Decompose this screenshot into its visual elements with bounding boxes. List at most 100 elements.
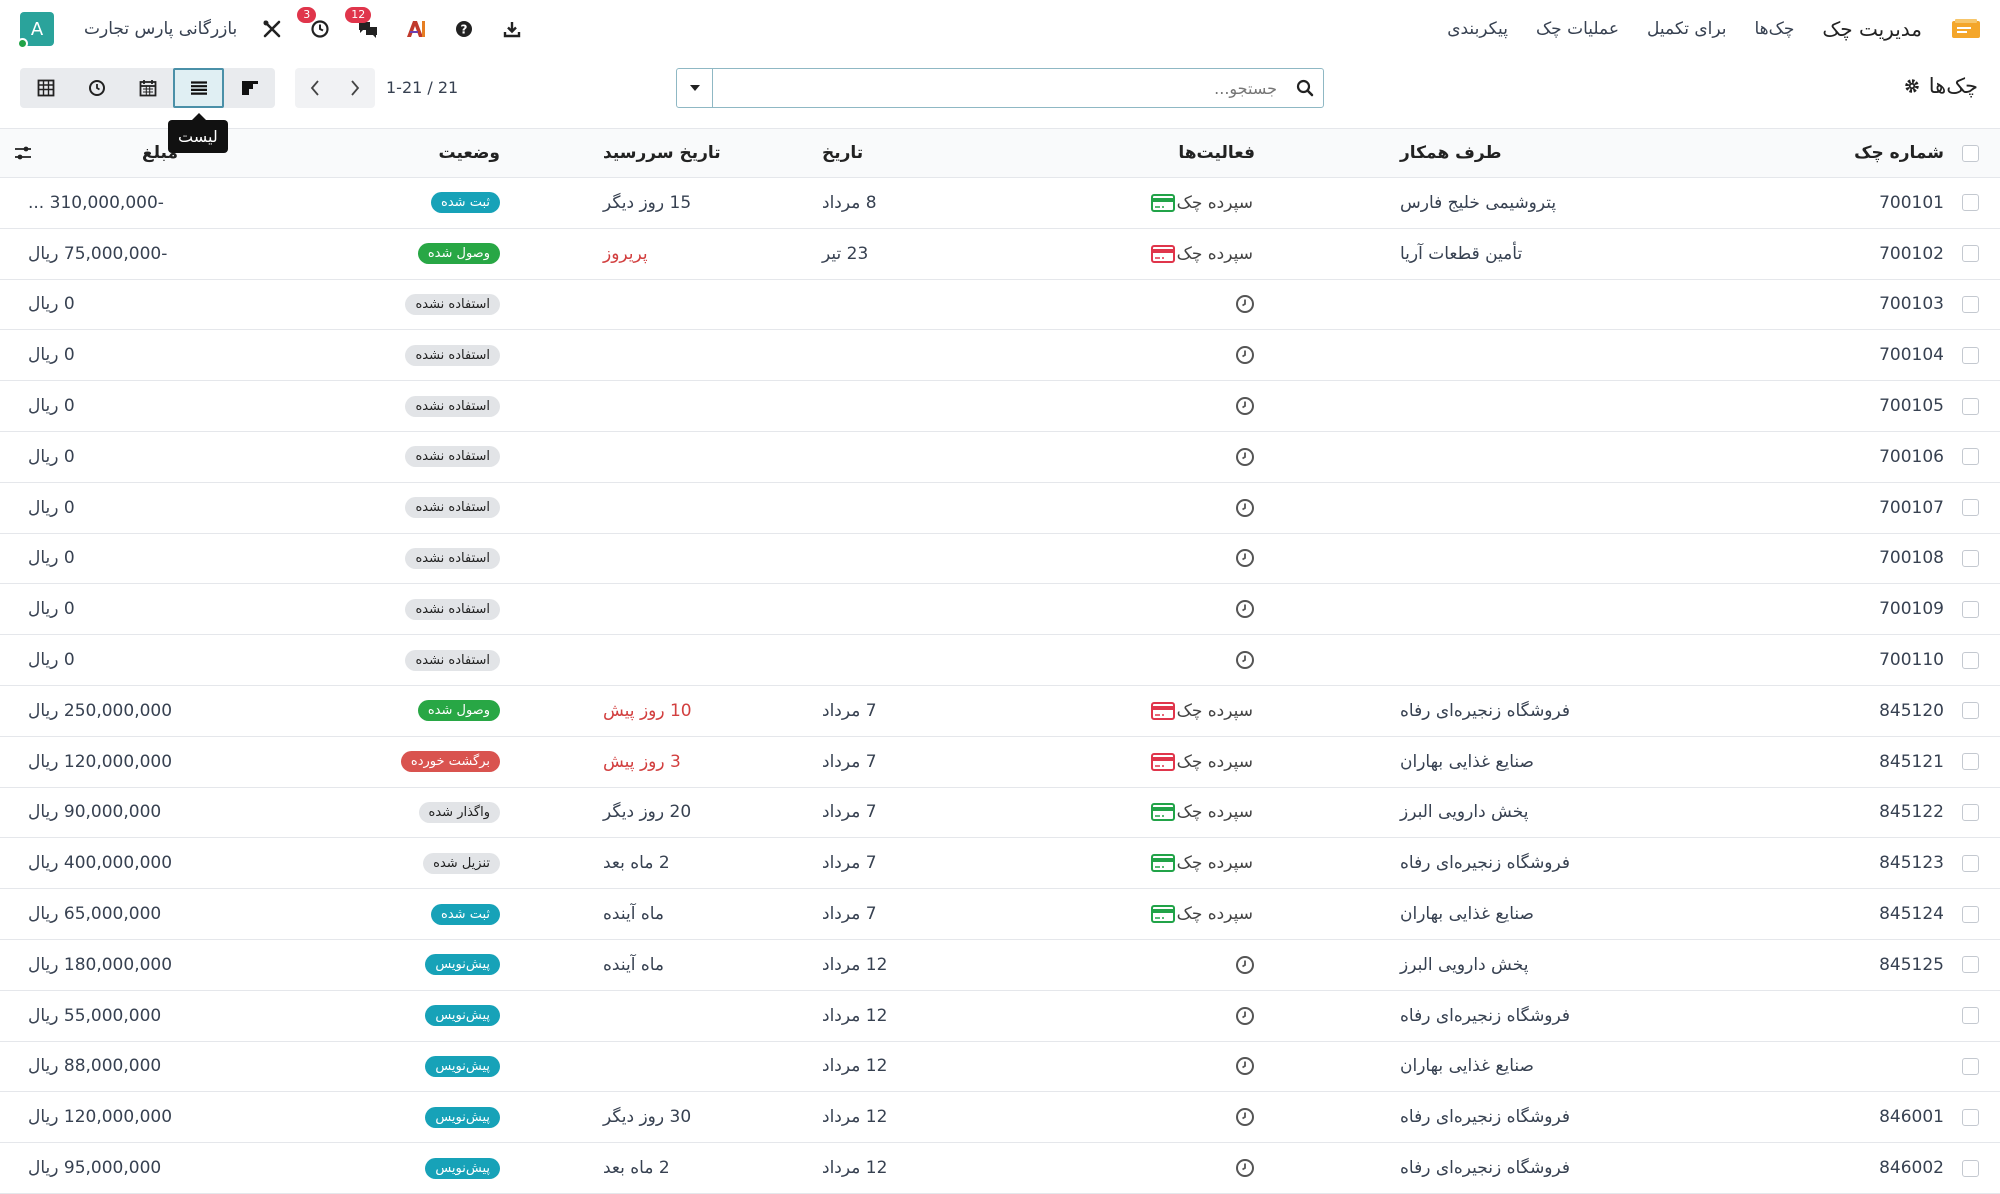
table-row[interactable]: 845124 صنایع غذایی بهاران سپرده چک 7 مرد… xyxy=(0,889,2000,940)
table-row[interactable]: فروشگاه زنجیره‌ای رفاه 12 مرداد پیش‌نویس… xyxy=(0,990,2000,1042)
row-checkbox[interactable] xyxy=(1960,1042,1980,1092)
download-icon[interactable] xyxy=(499,16,525,42)
col-status[interactable]: وضعیت xyxy=(438,143,500,163)
amount: 55,000,000 ریال xyxy=(28,1005,162,1026)
activity-cell[interactable] xyxy=(915,534,1255,584)
activity-cell[interactable]: سپرده چک xyxy=(915,838,1255,888)
table-row[interactable]: 700104 استفاده نشده 0 ریال xyxy=(0,330,2000,382)
table-row[interactable]: 846002 فروشگاه زنجیره‌ای رفاه 12 مرداد 2… xyxy=(0,1143,2000,1194)
activity-cell[interactable] xyxy=(915,381,1255,431)
row-checkbox[interactable] xyxy=(1960,940,1980,990)
pager-previous-button[interactable] xyxy=(295,68,335,108)
check-number xyxy=(1814,1042,1944,1092)
pager-next-button[interactable] xyxy=(335,68,375,108)
table-row[interactable]: 845120 فروشگاه زنجیره‌ای رفاه سپرده چک 7… xyxy=(0,685,2000,737)
debug-tools-icon[interactable] xyxy=(259,16,285,42)
menu-configuration[interactable]: پیکربندی xyxy=(1447,19,1508,39)
table-row[interactable]: 700110 استفاده نشده 0 ریال xyxy=(0,635,2000,686)
activity-cell[interactable] xyxy=(915,432,1255,482)
activity-cell[interactable]: سپرده چک xyxy=(915,229,1255,279)
app-title[interactable]: مدیریت چک xyxy=(1822,17,1922,41)
activity-cell[interactable] xyxy=(915,483,1255,533)
activity-view-button[interactable] xyxy=(71,68,122,108)
row-checkbox[interactable] xyxy=(1960,280,1980,330)
row-checkbox[interactable] xyxy=(1960,178,1980,228)
col-activities[interactable]: فعالیت‌ها xyxy=(1178,143,1255,163)
amount: 120,000,000 ریال xyxy=(28,1107,173,1128)
list-view-button[interactable] xyxy=(173,68,224,108)
row-checkbox[interactable] xyxy=(1960,483,1980,533)
activity-cell[interactable] xyxy=(915,1042,1255,1092)
row-checkbox[interactable] xyxy=(1960,432,1980,482)
status-badge: استفاده نشده xyxy=(405,446,500,468)
activity-cell[interactable] xyxy=(915,635,1255,685)
kanban-view-button[interactable] xyxy=(224,68,275,108)
col-date[interactable]: تاریخ xyxy=(822,143,864,163)
table-row[interactable]: 845125 پخش دارویی البرز 12 مرداد ماه آین… xyxy=(0,939,2000,991)
pivot-view-button[interactable] xyxy=(20,68,71,108)
table-row[interactable]: صنایع غذایی بهاران 12 مرداد پیش‌نویس 88,… xyxy=(0,1041,2000,1093)
activity-cell[interactable] xyxy=(915,1143,1255,1193)
row-checkbox[interactable] xyxy=(1960,330,1980,380)
table-row[interactable]: 700107 استفاده نشده 0 ریال xyxy=(0,482,2000,534)
table-row[interactable]: 845122 پخش دارویی البرز سپرده چک 7 مرداد… xyxy=(0,787,2000,839)
company-name[interactable]: بازرگانی پارس تجارت xyxy=(84,19,238,39)
table-row[interactable]: 846001 فروشگاه زنجیره‌ای رفاه 12 مرداد 3… xyxy=(0,1092,2000,1144)
user-avatar[interactable]: A xyxy=(17,12,54,49)
activity-cell[interactable] xyxy=(915,1092,1255,1142)
table-row[interactable]: 845121 صنایع غذایی بهاران سپرده چک 7 مرد… xyxy=(0,736,2000,788)
row-checkbox[interactable] xyxy=(1960,1092,1980,1142)
settings-gear-icon[interactable] xyxy=(1903,77,1921,95)
calendar-view-button[interactable] xyxy=(122,68,173,108)
search-options-toggle[interactable] xyxy=(677,69,713,107)
row-checkbox[interactable] xyxy=(1960,838,1980,888)
row-checkbox[interactable] xyxy=(1960,737,1980,787)
table-row[interactable]: 700103 استفاده نشده 0 ریال xyxy=(0,279,2000,331)
row-checkbox[interactable] xyxy=(1960,635,1980,685)
col-check-number[interactable]: شماره چک xyxy=(1854,143,1944,163)
row-checkbox[interactable] xyxy=(1960,229,1980,279)
activity-cell[interactable]: سپرده چک xyxy=(915,178,1255,228)
menu-check-operations[interactable]: عملیات چک xyxy=(1535,19,1619,39)
activity-clock-icon[interactable]: 3 xyxy=(297,7,333,42)
activity-cell[interactable]: سپرده چک xyxy=(915,889,1255,939)
select-all-checkbox[interactable] xyxy=(1960,129,1980,177)
menu-checks[interactable]: چک‌ها xyxy=(1754,19,1795,39)
row-checkbox[interactable] xyxy=(1960,991,1980,1041)
help-icon[interactable]: ? xyxy=(451,16,477,42)
row-checkbox[interactable] xyxy=(1960,534,1980,584)
ai-assistant-icon[interactable] xyxy=(403,16,429,42)
activity-cell[interactable]: سپرده چک xyxy=(915,737,1255,787)
activity-cell[interactable] xyxy=(915,940,1255,990)
activity-cell[interactable] xyxy=(915,330,1255,380)
optional-columns-toggle[interactable] xyxy=(10,129,36,177)
row-checkbox[interactable] xyxy=(1960,584,1980,634)
search-input[interactable] xyxy=(713,69,1287,107)
activity-cell[interactable] xyxy=(915,280,1255,330)
activity-cell[interactable]: سپرده چک xyxy=(915,788,1255,838)
status-cell: استفاده نشده xyxy=(310,381,500,431)
row-checkbox[interactable] xyxy=(1960,788,1980,838)
app-logo-icon[interactable] xyxy=(1950,16,1982,42)
activity-label: سپرده چک xyxy=(1176,192,1253,213)
row-checkbox[interactable] xyxy=(1960,1143,1980,1193)
messages-icon[interactable]: 12 xyxy=(345,7,381,42)
table-row[interactable]: 845123 فروشگاه زنجیره‌ای رفاه سپرده چک 7… xyxy=(0,838,2000,890)
col-due-date[interactable]: تاریخ سررسید xyxy=(603,143,721,163)
search-icon[interactable] xyxy=(1287,69,1323,107)
row-checkbox[interactable] xyxy=(1960,381,1980,431)
activity-cell[interactable] xyxy=(915,584,1255,634)
activity-cell[interactable]: سپرده چک xyxy=(915,686,1255,736)
table-row[interactable]: 700109 استفاده نشده 0 ریال xyxy=(0,584,2000,636)
col-partner[interactable]: طرف همکار xyxy=(1400,143,1502,163)
table-row[interactable]: 700102 تأمین قطعات آریا سپرده چک 23 تیر … xyxy=(0,228,2000,280)
row-checkbox[interactable] xyxy=(1960,686,1980,736)
row-checkbox[interactable] xyxy=(1960,889,1980,939)
menu-to-complete[interactable]: برای تکمیل xyxy=(1646,19,1727,39)
pager-value[interactable]: 1-21 / 21 xyxy=(386,78,459,97)
table-row[interactable]: 700105 استفاده نشده 0 ریال xyxy=(0,381,2000,432)
activity-cell[interactable] xyxy=(915,991,1255,1041)
table-row[interactable]: 700101 پتروشیمی خلیج فارس سپرده چک 8 مرد… xyxy=(0,178,2000,229)
table-row[interactable]: 700108 استفاده نشده 0 ریال xyxy=(0,533,2000,585)
table-row[interactable]: 700106 استفاده نشده 0 ریال xyxy=(0,431,2000,483)
